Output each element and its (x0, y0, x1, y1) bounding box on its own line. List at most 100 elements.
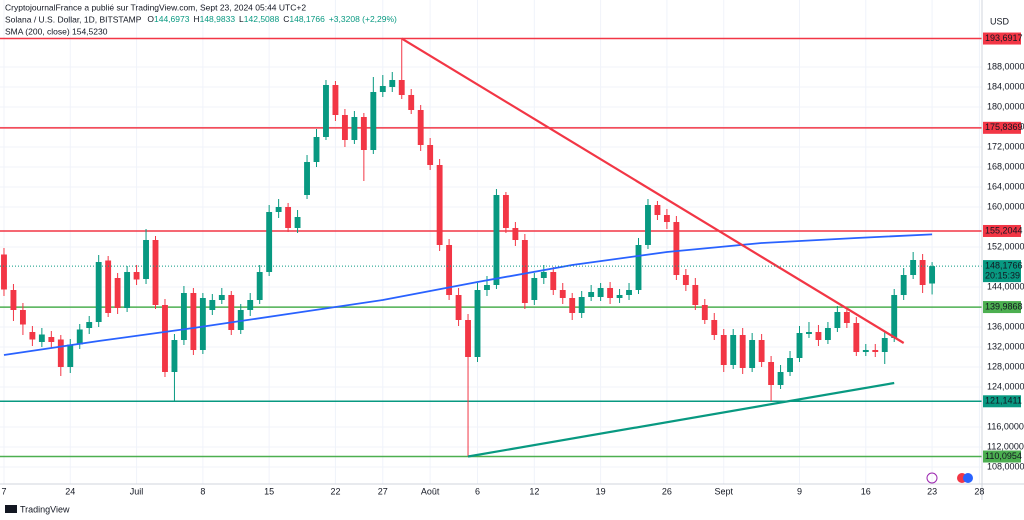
candle-body (768, 362, 775, 385)
candle-body (626, 290, 632, 295)
candle-body (465, 320, 471, 357)
candle-body (19, 310, 26, 325)
trendline (401, 37, 905, 344)
candle-body (389, 80, 396, 87)
candle-body (370, 92, 377, 150)
y-tick-label: 160,0000 (987, 201, 1024, 211)
candle-body (48, 337, 55, 342)
candle-body (900, 275, 907, 295)
candle-body (38, 334, 45, 342)
level-tag (983, 224, 1021, 237)
candle-body (550, 272, 557, 290)
last-price-label: 148,1766 (985, 260, 1023, 270)
sma-name: SMA (200, close) (5, 26, 70, 36)
last-price-tag (983, 260, 1021, 283)
candle-body (199, 298, 206, 350)
candle-body (711, 320, 718, 335)
y-tick-label: 112,0000 (987, 441, 1024, 451)
candle-body (218, 295, 225, 300)
ohlc-part: C (283, 14, 289, 24)
candle-body (313, 137, 320, 162)
x-tick-label: 22 (330, 486, 340, 496)
candle-body (436, 165, 443, 245)
sma-value: 154,5230 (72, 26, 108, 36)
candle-body (86, 322, 93, 328)
candle-body (323, 85, 329, 137)
candle-body (152, 240, 159, 305)
y-tick-label: 184,0000 (987, 81, 1024, 91)
candle-body (427, 145, 434, 165)
level-tag (983, 32, 1021, 45)
ohlc-part: 148,1766 (289, 14, 325, 24)
level-label: 193,6917 (985, 33, 1023, 43)
ohlc-part: H (193, 14, 199, 24)
footer: TradingView (20, 504, 70, 514)
candle-body (10, 290, 17, 310)
candle-body (285, 207, 292, 228)
candle-body (180, 293, 187, 340)
candle-body (294, 217, 301, 228)
y-tick-label: 128,0000 (987, 361, 1024, 371)
candle-body (853, 323, 860, 352)
y-tick-label: 132,0000 (987, 341, 1024, 351)
candle-body (398, 80, 405, 95)
sma-line (3, 233, 933, 356)
candle-body (758, 340, 765, 362)
ohlc-part: 144,6973 (154, 14, 190, 24)
candle-body (57, 339, 64, 367)
candle-body (512, 228, 519, 240)
candle-body (76, 329, 83, 345)
candle-body (247, 300, 254, 310)
ohlc-part: 142,5088 (244, 14, 280, 24)
candle-body (105, 260, 112, 313)
candle-body (143, 240, 149, 279)
y-tick-label: 124,0000 (987, 381, 1024, 391)
x-tick-label: 23 (927, 486, 937, 496)
x-tick-label: 7 (1, 486, 6, 496)
candle-body (929, 266, 936, 284)
flag-icon[interactable] (963, 473, 973, 483)
level-label: 110,0954 (985, 451, 1022, 461)
x-tick-label: 12 (529, 486, 539, 496)
level-label: 175,8369 (985, 122, 1023, 132)
candle-body (162, 305, 168, 372)
candle-body (720, 335, 727, 365)
y-tick-label: 152,0000 (987, 241, 1024, 251)
candle-body (559, 290, 566, 298)
candle-body (190, 293, 197, 350)
candle-body (351, 117, 358, 140)
level-tag (983, 395, 1021, 408)
candle-body (806, 332, 812, 334)
level-label: 155,2044 (985, 225, 1023, 235)
ohlc-part: 148,9833 (200, 14, 236, 24)
candle-body (787, 358, 793, 372)
candle-body (815, 332, 822, 340)
candle-body (360, 117, 367, 150)
trendline (467, 381, 895, 458)
candle-body (578, 297, 585, 313)
candle-body (739, 335, 746, 368)
level-tag (983, 121, 1021, 134)
candle-body (881, 338, 888, 352)
candle-body (209, 300, 216, 310)
candle-body (455, 295, 462, 320)
x-tick-label: 28 (974, 486, 984, 496)
ohlc-legend: O144,6973 H148,9833 L142,5088 C148,1766 +3,3… (147, 14, 397, 24)
publisher: CryptojournalFrance a publié sur Trading… (5, 2, 306, 12)
y-tick-label: 116,0000 (987, 421, 1024, 431)
x-tick-label: 19 (596, 486, 606, 496)
event-icon[interactable] (926, 472, 938, 484)
candle-body (777, 372, 784, 385)
candle-body (531, 278, 538, 300)
level-label: 139,9868 (985, 301, 1023, 311)
candle-body (124, 272, 131, 308)
y-tick-label: 172,0000 (987, 141, 1024, 151)
countdown: 20:15:39 (985, 270, 1020, 280)
candle-body (843, 312, 850, 323)
candle-body (133, 272, 140, 280)
candle-body (446, 245, 453, 295)
y-tick-label: 164,0000 (987, 181, 1024, 191)
x-tick-label: 9 (797, 486, 802, 496)
candle-body (824, 328, 831, 340)
